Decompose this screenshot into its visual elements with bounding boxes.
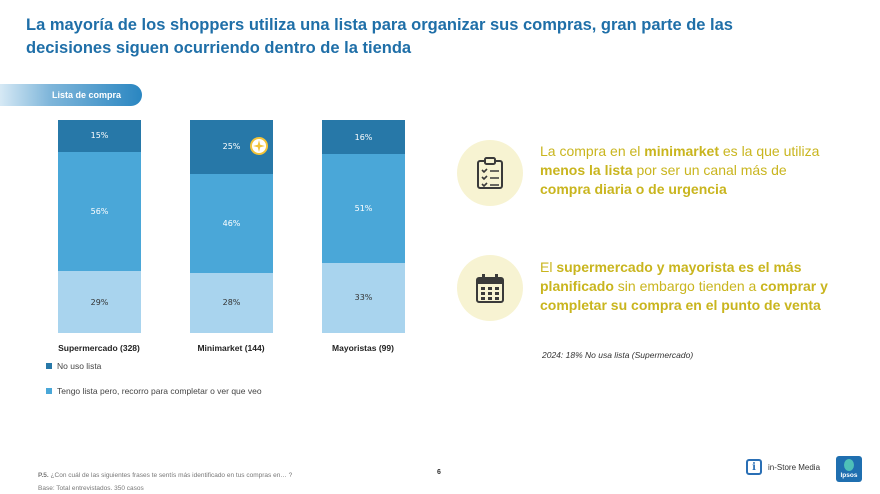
insight-supermercado-mayorista: El supermercado y mayorista es el más pl… (540, 258, 836, 315)
bar-segment: 28% (190, 272, 273, 333)
legend-item-tengo-lista: Tengo lista pero, recorro para completar… (46, 386, 262, 396)
insight-text: por ser un canal más de (632, 162, 787, 178)
question-prefix: P.5. (38, 472, 49, 479)
clipboard-checklist-icon (477, 157, 503, 189)
bar-segment: 51% (322, 154, 405, 263)
info-icon: i (746, 459, 762, 475)
insight-bold-text: compra diaria o de urgencia (540, 181, 727, 197)
bar-segment: 29% (58, 271, 141, 333)
data-label: 15% (90, 131, 109, 141)
insight-text: sin embargo tienden a (613, 278, 761, 294)
legend-item-no-uso: No uso lista (46, 361, 101, 371)
section-pill: Lista de compra (0, 84, 142, 106)
bar-0: 15% 56% 29% (58, 120, 141, 333)
bar-segment: 15% (58, 120, 141, 152)
page-number: 6 (437, 469, 441, 476)
legend-label: Tengo lista pero, recorro para completar… (57, 386, 262, 396)
category-label: Mayoristas (99) (332, 343, 394, 353)
instore-media-logo: i in-Store Media (746, 459, 820, 475)
insight-minimarket: La compra en el minimarket es la que uti… (540, 142, 820, 199)
calendar-icon-circle (457, 255, 523, 321)
data-label: 25% (222, 142, 241, 152)
data-label: 28% (222, 298, 241, 308)
category-label: Supermercado (328) (58, 343, 140, 353)
bar-segment: 56% (58, 151, 141, 272)
question-text: ¿Con cuál de las siguientes frases te se… (48, 472, 293, 479)
data-label: 51% (354, 203, 373, 213)
insight-text: es la que utiliza (719, 143, 820, 159)
data-label: 56% (90, 207, 109, 217)
calendar-icon (476, 274, 504, 303)
page-title: La mayoría de los shoppers utiliza una l… (26, 16, 733, 57)
base-footnote: Base: Total entrevistados. 350 casos (38, 485, 144, 492)
legend-swatch (46, 388, 52, 394)
insight-bold-text: menos la lista (540, 162, 633, 178)
data-label: 29% (90, 297, 109, 307)
category-label: Minimarket (144) (197, 343, 265, 353)
footnote-2024: 2024: 18% No usa lista (Supermercado) (542, 350, 694, 360)
insight-bold-text: supermercado y mayorista es el más plani… (540, 259, 802, 294)
bar-segment: 46% (190, 173, 273, 273)
insight-bold-text: minimarket (644, 143, 719, 159)
data-label: 33% (354, 293, 373, 303)
insight-text: El (540, 259, 557, 275)
data-label: 46% (222, 218, 241, 228)
bar-segment: 16% (322, 120, 405, 155)
data-label: 16% (354, 132, 373, 142)
clipboard-icon-circle (457, 140, 523, 206)
star-highlight-icon (250, 137, 268, 155)
insight-text: La compra en el (540, 143, 645, 159)
insight-bold-text: comprar y completar su compra en el punt… (540, 278, 828, 313)
legend-label: No uso lista (57, 361, 102, 371)
bar-2: 16% 51% 33% (322, 120, 405, 333)
question-footnote: P.5. ¿Con cuál de las siguientes frases … (38, 472, 292, 479)
brand-name: in-Store Media (768, 462, 821, 472)
legend-swatch (46, 363, 52, 369)
bar-segment: 33% (322, 262, 405, 333)
ipsos-logo: Ipsos (836, 456, 862, 482)
